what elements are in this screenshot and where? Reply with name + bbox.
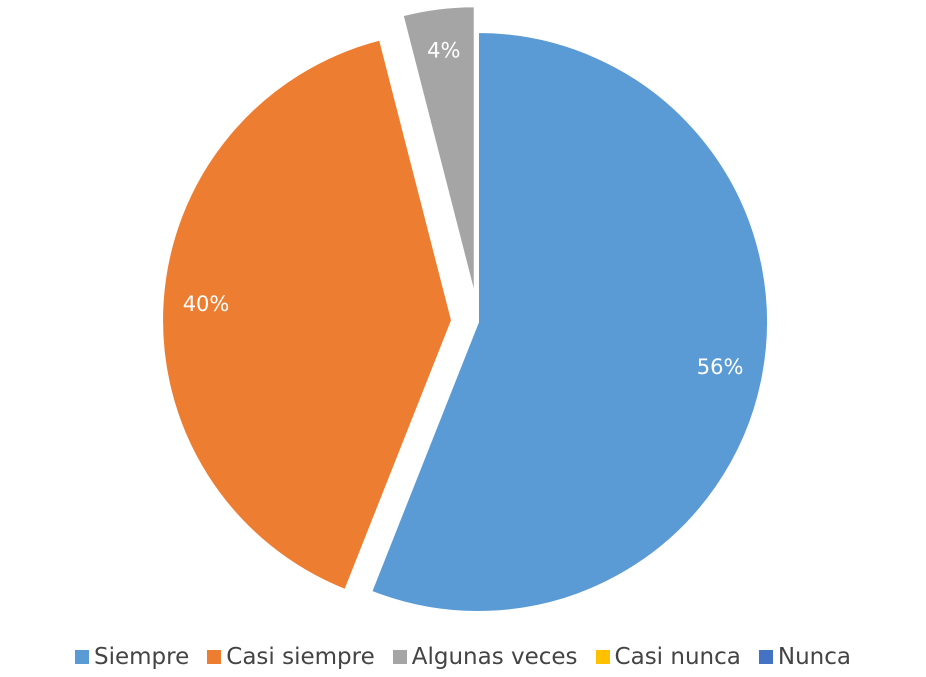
legend-label: Siempre xyxy=(94,644,190,670)
legend-label: Algunas veces xyxy=(411,644,578,670)
legend-item: Casi nunca xyxy=(595,644,741,670)
pie-slice xyxy=(401,5,476,297)
legend-item: Algunas veces xyxy=(392,644,578,670)
legend: Siempre Casi siempre Algunas veces Casi nun… xyxy=(0,644,926,670)
legend-item: Siempre xyxy=(75,644,189,670)
pie-slice xyxy=(161,38,454,592)
legend-label: Nunca xyxy=(777,644,851,670)
legend-label: Casi nunca xyxy=(614,644,741,670)
legend-swatch xyxy=(75,650,90,664)
legend-label: Casi siempre xyxy=(226,644,375,670)
legend-item: Casi siempre xyxy=(207,644,375,670)
legend-item: Nunca xyxy=(758,644,851,670)
chart: 56% 40% 4% xyxy=(161,5,769,613)
legend-swatch xyxy=(392,650,407,664)
data-label: 40% xyxy=(183,292,230,316)
legend-swatch xyxy=(595,650,610,664)
legend-swatch xyxy=(207,650,222,664)
data-label: 56% xyxy=(697,355,744,379)
data-label: 4% xyxy=(427,39,460,63)
legend-swatch xyxy=(758,650,773,664)
pie-slice xyxy=(369,30,769,613)
